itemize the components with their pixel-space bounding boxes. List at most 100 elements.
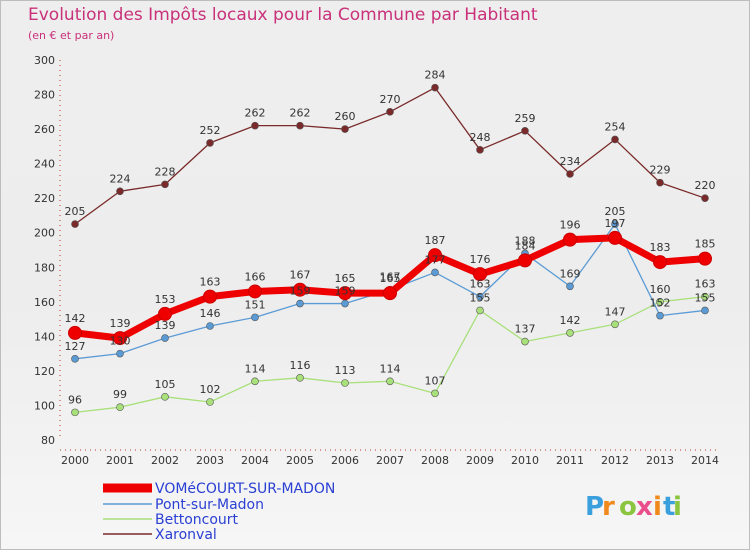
- data-point: [386, 377, 394, 386]
- data-point: [428, 248, 442, 263]
- data-label: 116: [290, 359, 311, 372]
- chart-subtitle: (en € et par an): [28, 29, 115, 42]
- data-point: [701, 292, 709, 301]
- y-tick-label: 180: [34, 261, 55, 274]
- data-label: 176: [470, 253, 491, 266]
- y-tick-label: 160: [34, 296, 55, 309]
- data-point: [296, 299, 304, 308]
- data-point: [341, 125, 349, 133]
- data-label: 102: [200, 383, 221, 396]
- data-label: 229: [650, 164, 671, 177]
- data-point: [206, 139, 214, 147]
- x-tick-label: 2002: [151, 454, 179, 467]
- x-tick-label: 2001: [106, 454, 134, 467]
- legend: VOMéCOURT-SUR-MADONPont-sur-MadonBettonc…: [103, 481, 335, 543]
- data-point: [566, 282, 574, 291]
- data-label: 127: [65, 340, 86, 353]
- data-point: [116, 403, 124, 411]
- data-label: 166: [245, 270, 266, 283]
- data-label: 114: [245, 362, 266, 375]
- data-label: 183: [650, 241, 671, 254]
- data-point: [251, 313, 259, 322]
- data-point: [116, 187, 124, 196]
- data-point: [473, 267, 487, 282]
- data-label: 184: [515, 239, 536, 252]
- data-label: 147: [605, 305, 626, 318]
- data-labels: 205 224 228 252 262 262 260 270 284 248 259 234 254 2…: [65, 69, 716, 407]
- x-tick-label: 2008: [421, 454, 449, 467]
- logo-letter: o: [619, 492, 637, 522]
- data-point: [161, 180, 169, 189]
- data-point: [431, 268, 439, 277]
- data-point: [341, 299, 349, 308]
- data-label: 160: [650, 283, 671, 296]
- data-point: [701, 306, 709, 315]
- data-label: 163: [200, 276, 221, 289]
- series-lines: [68, 83, 712, 417]
- data-label: 130: [110, 335, 131, 348]
- data-label: 99: [113, 388, 127, 401]
- data-label: 159: [335, 285, 356, 298]
- data-point: [341, 379, 349, 387]
- x-tick-label: 2013: [646, 454, 674, 467]
- data-point: [386, 108, 394, 116]
- data-label: 139: [155, 319, 176, 332]
- data-point: [563, 232, 577, 247]
- data-point: [653, 255, 667, 270]
- data-label: 254: [605, 120, 626, 133]
- x-tick-label: 2009: [466, 454, 494, 467]
- data-label: 224: [110, 172, 131, 185]
- data-point: [521, 337, 529, 346]
- data-point: [608, 230, 622, 245]
- data-point: [161, 393, 169, 401]
- data-label: 260: [335, 110, 356, 123]
- data-point: [206, 398, 214, 406]
- data-point: [251, 377, 259, 386]
- data-label: 163: [470, 278, 491, 291]
- data-label: 153: [155, 293, 176, 306]
- data-point: [383, 286, 397, 301]
- x-tick-label: 2006: [331, 454, 359, 467]
- x-tick-label: 2012: [601, 454, 629, 467]
- data-point: [476, 292, 484, 301]
- data-label: 107: [425, 374, 446, 387]
- data-label: 234: [560, 155, 581, 168]
- data-point: [338, 286, 352, 301]
- data-label: 105: [155, 378, 176, 391]
- data-label: 155: [695, 291, 716, 304]
- data-point: [431, 83, 439, 92]
- data-point: [71, 220, 79, 228]
- data-label: 163: [695, 278, 716, 291]
- data-point: [611, 220, 619, 228]
- data-label: 185: [695, 238, 716, 251]
- data-label: 142: [65, 312, 86, 325]
- chart-title: Evolution des Impôts locaux pour la Comm…: [28, 5, 538, 25]
- logo-letter: i: [653, 492, 662, 522]
- data-point: [701, 194, 709, 202]
- data-label: 205: [65, 205, 86, 218]
- y-tick-label: 280: [34, 89, 55, 102]
- data-point: [566, 329, 574, 337]
- data-label: 167: [380, 271, 401, 284]
- data-point: [161, 334, 169, 342]
- x-tick-label: 2003: [196, 454, 224, 467]
- x-tick-label: 2004: [241, 454, 269, 467]
- data-label: 220: [695, 179, 716, 192]
- logo-letter: x: [636, 492, 653, 522]
- data-label: 159: [290, 285, 311, 298]
- legend-label: VOMéCOURT-SUR-MADON: [155, 481, 335, 497]
- y-tick-label: 240: [34, 158, 55, 171]
- x-tick-label: 2011: [556, 454, 584, 467]
- y-tick-label: 120: [34, 365, 55, 378]
- data-point: [206, 322, 214, 330]
- data-label: 165: [335, 272, 356, 285]
- x-tick-label: 2005: [286, 454, 314, 467]
- data-point: [518, 253, 532, 268]
- data-point: [656, 298, 664, 306]
- logo-letter: i: [673, 492, 682, 522]
- data-point: [251, 121, 259, 130]
- data-label: 113: [335, 364, 356, 377]
- y-tick-label: 220: [34, 192, 55, 205]
- y-tick-label: 80: [41, 434, 55, 447]
